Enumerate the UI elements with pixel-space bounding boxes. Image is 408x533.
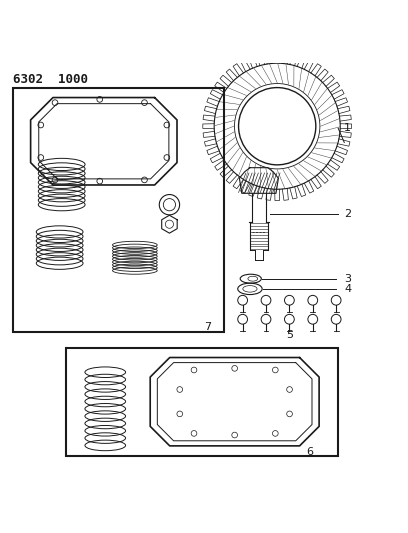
Text: 7: 7 xyxy=(204,322,212,333)
Text: 2: 2 xyxy=(344,208,351,219)
Text: 6302  1000: 6302 1000 xyxy=(13,74,88,86)
Text: 3: 3 xyxy=(344,274,351,284)
Text: 1: 1 xyxy=(344,123,351,133)
Bar xyxy=(66,348,338,456)
Bar xyxy=(13,87,224,332)
Text: 4: 4 xyxy=(344,284,351,294)
Text: 6: 6 xyxy=(306,447,313,457)
Text: 5: 5 xyxy=(286,329,293,340)
